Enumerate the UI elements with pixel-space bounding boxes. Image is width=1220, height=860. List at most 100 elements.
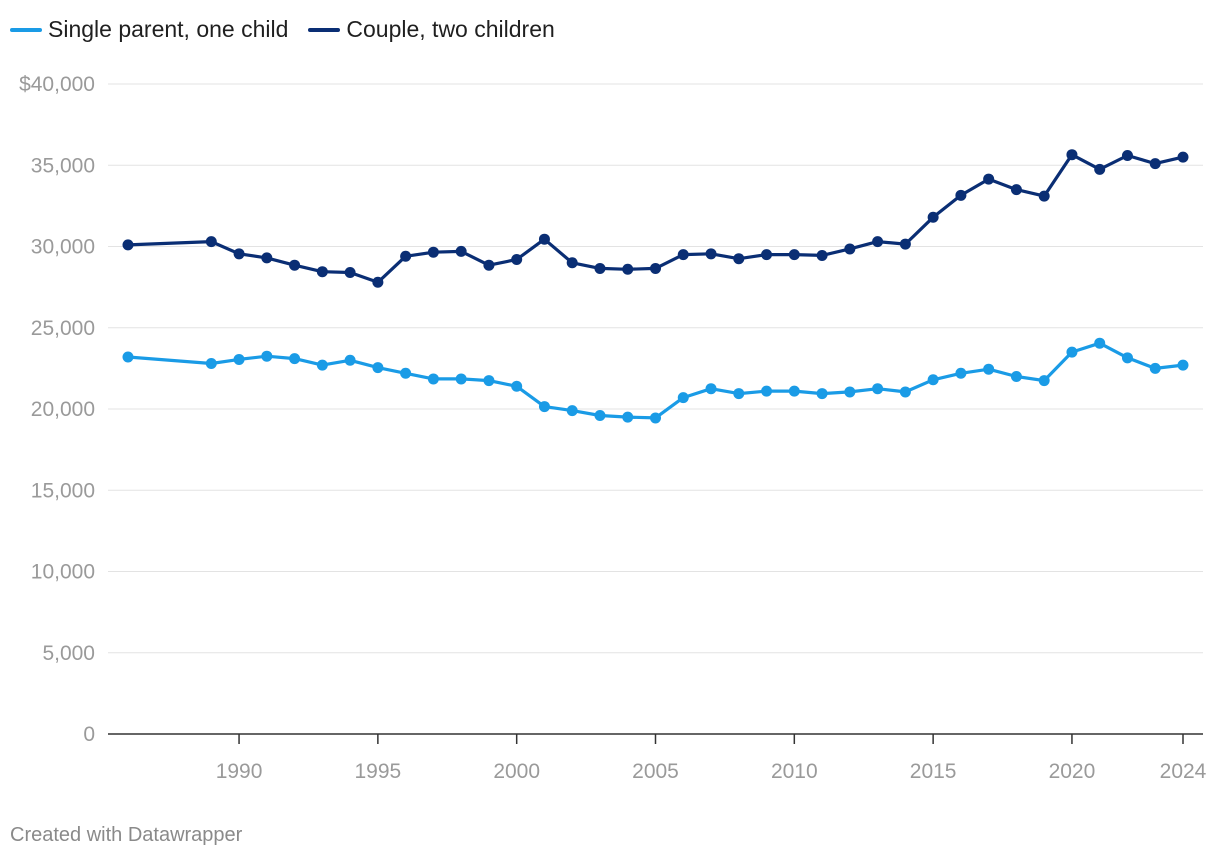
y-tick-label-40000: $40,000 [19, 73, 95, 96]
legend-label-single-parent: Single parent, one child [48, 16, 289, 42]
data-point-series1-1993 [316, 266, 328, 278]
data-point-series1-1990 [233, 248, 245, 260]
legend-item-single-parent: Single parent, one child [10, 16, 288, 43]
data-point-series0-1997 [427, 373, 439, 385]
data-point-series0-2016 [955, 367, 967, 379]
data-point-series0-2007 [705, 383, 717, 395]
data-point-series1-1989 [205, 236, 217, 248]
data-point-series0-2000 [511, 380, 523, 392]
data-point-series0-2012 [844, 386, 856, 398]
y-tick-label-15000: 15,000 [31, 479, 95, 502]
data-point-series1-1999 [483, 259, 495, 271]
x-tick-label-2010: 2010 [771, 760, 818, 783]
x-tick-label-1990: 1990 [216, 760, 263, 783]
y-tick-label-10000: 10,000 [31, 561, 95, 584]
data-point-series1-2008 [733, 253, 745, 265]
data-point-series1-2004 [622, 263, 634, 275]
x-tick-label-2015: 2015 [910, 760, 957, 783]
data-point-series1-1998 [455, 245, 467, 257]
data-point-series1-2005 [650, 262, 661, 274]
data-point-series0-1995 [372, 362, 384, 374]
data-point-series1-2019 [1038, 190, 1050, 202]
y-tick-label-0: 0 [83, 723, 95, 746]
legend-swatch-single-parent [10, 27, 42, 32]
data-point-series1-2007 [705, 248, 717, 260]
data-point-series1-2002 [566, 257, 578, 269]
data-point-series0-1994 [344, 354, 356, 366]
data-point-series1-2017 [983, 173, 995, 185]
data-point-series0-2015 [927, 374, 939, 386]
data-point-series1-1994 [344, 267, 356, 278]
data-point-series0-1999 [483, 375, 495, 387]
data-point-series0-2001 [538, 401, 550, 413]
data-point-series1-2024 [1177, 151, 1189, 163]
y-tick-label-20000: 20,000 [31, 398, 95, 421]
data-point-series1-2020 [1066, 149, 1078, 161]
data-point-series0-1992 [289, 353, 301, 365]
data-point-series1-2018 [1010, 184, 1022, 196]
legend: Single parent, one child Couple, two chi… [10, 16, 575, 43]
data-point-series0-2013 [872, 383, 884, 395]
data-point-series1-1995 [372, 276, 384, 288]
data-point-series0-1993 [316, 359, 328, 371]
data-point-series1-2011 [816, 249, 828, 261]
data-point-series0-2020 [1066, 346, 1078, 358]
x-tick-label-2000: 2000 [493, 760, 540, 783]
data-point-series1-2003 [594, 262, 606, 274]
series-line-0 [126, 341, 1185, 420]
data-point-series0-2018 [1010, 371, 1022, 382]
y-tick-label-30000: 30,000 [31, 236, 95, 259]
x-tick-label-2020: 2020 [1049, 760, 1096, 783]
data-point-series0-2024 [1177, 359, 1189, 371]
data-point-series1-1992 [289, 259, 301, 271]
data-point-series0-2006 [677, 392, 689, 404]
data-point-series1-2021 [1094, 163, 1106, 175]
data-point-series0-2011 [816, 388, 828, 400]
data-point-series0-1991 [261, 350, 273, 362]
data-point-series0-2021 [1094, 337, 1106, 349]
y-tick-label-5000: 5,000 [42, 642, 95, 665]
data-point-series1-2016 [955, 189, 967, 201]
data-point-series0-1996 [400, 367, 412, 379]
x-tick-label-2024: 2024 [1160, 760, 1207, 783]
y-tick-label-25000: 25,000 [31, 317, 95, 340]
data-point-series0-2008 [733, 388, 745, 400]
legend-swatch-couple [308, 27, 341, 32]
data-point-series0-1998 [455, 373, 467, 385]
data-point-series0-2017 [983, 363, 995, 375]
data-point-series1-2000 [511, 254, 523, 265]
data-point-series1-1986 [122, 239, 134, 251]
footer-credit: Created with Datawrapper [10, 824, 243, 846]
data-point-series1-1996 [400, 250, 412, 262]
data-point-series0-2009 [761, 385, 773, 397]
data-point-series0-2004 [622, 411, 634, 423]
data-point-series1-2009 [761, 249, 773, 261]
data-point-series0-2022 [1121, 352, 1133, 364]
data-point-series0-1989 [205, 358, 217, 369]
x-tick-label-2005: 2005 [632, 760, 679, 783]
data-point-series1-2012 [844, 243, 856, 255]
data-point-series1-2022 [1121, 150, 1133, 161]
data-point-series1-2013 [872, 236, 884, 248]
data-point-series0-2010 [788, 385, 800, 397]
data-point-series1-2014 [899, 238, 911, 250]
data-point-series1-2023 [1149, 158, 1161, 170]
data-point-series0-2014 [899, 386, 911, 398]
data-point-series0-2003 [594, 410, 606, 421]
data-point-series1-2010 [788, 249, 800, 261]
x-tick-label-1995: 1995 [355, 760, 402, 783]
data-point-series0-2002 [566, 405, 578, 417]
data-point-series1-2015 [927, 211, 939, 223]
data-point-series0-2005 [650, 412, 661, 424]
data-point-series1-1991 [261, 252, 273, 264]
legend-label-couple: Couple, two children [346, 16, 555, 42]
data-point-series0-1990 [233, 353, 245, 365]
data-point-series0-2023 [1149, 362, 1161, 374]
data-point-series0-2019 [1038, 375, 1050, 387]
data-point-series1-1997 [427, 246, 439, 258]
legend-item-couple: Couple, two children [308, 16, 555, 43]
y-tick-label-35000: 35,000 [31, 154, 95, 177]
data-point-series1-2006 [677, 249, 689, 261]
data-point-series1-2001 [538, 233, 550, 245]
